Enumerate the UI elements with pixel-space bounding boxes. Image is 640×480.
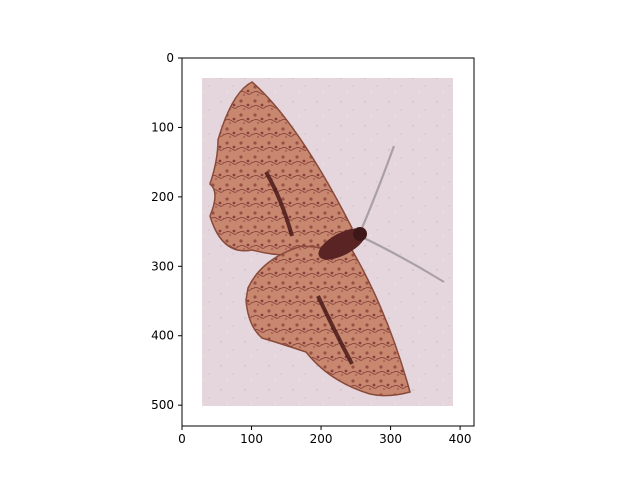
y-tick-label: 100: [151, 120, 174, 134]
moth-antenna-lower: [363, 237, 445, 283]
x-tick-label: 400: [449, 432, 472, 446]
moth-antenna-upper: [360, 145, 396, 229]
y-tick-label: 500: [151, 398, 174, 412]
y-tick-label: 300: [151, 259, 174, 273]
y-tick-label: 0: [166, 51, 174, 65]
moth-wing-band: [316, 295, 354, 365]
moth-wing-band: [264, 171, 294, 237]
x-tick-label: 100: [240, 432, 263, 446]
x-tick-label: 0: [178, 432, 186, 446]
y-tick-label: 200: [151, 190, 174, 204]
moth-forewing-upper: [209, 81, 353, 256]
plot-axes: [181, 57, 475, 427]
moth-photo: [202, 78, 453, 406]
y-tick-label: 400: [151, 329, 174, 343]
x-tick-label: 300: [379, 432, 402, 446]
x-tick-label: 200: [310, 432, 333, 446]
axis-ticks: 0 100 200 300 400 0 100 200 300 400 500: [151, 51, 471, 446]
moth-head: [353, 227, 367, 241]
